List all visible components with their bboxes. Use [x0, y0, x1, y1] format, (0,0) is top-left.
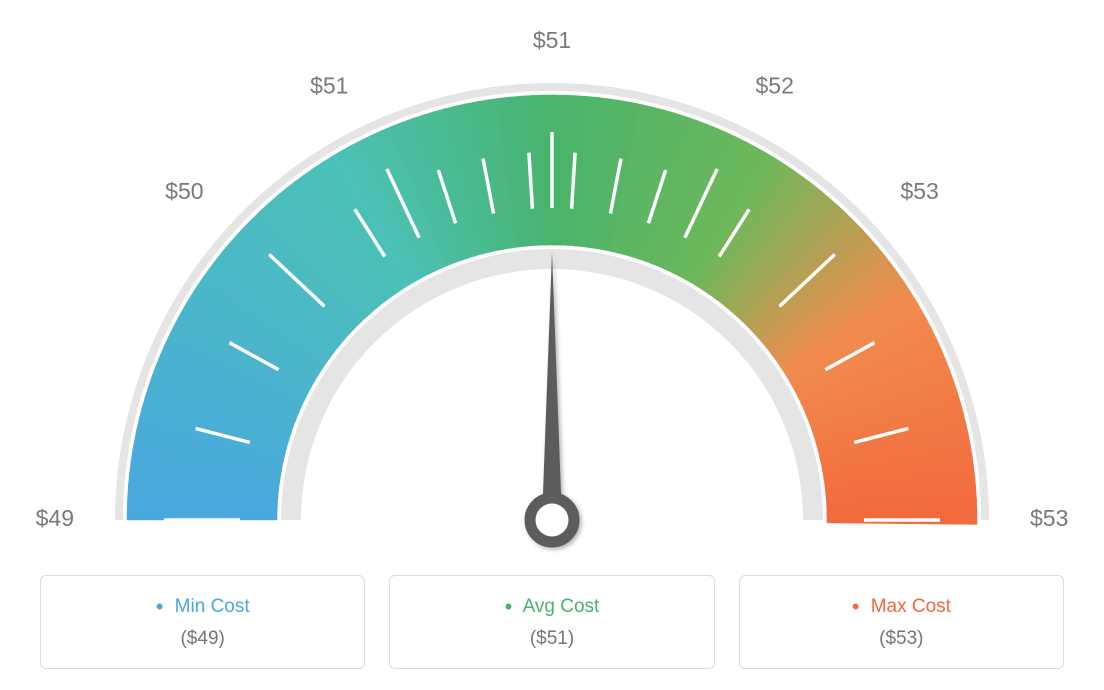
- legend-box-avg: • Avg Cost ($51): [389, 575, 714, 669]
- gauge-needle: [542, 252, 562, 520]
- gauge-tick-label: $52: [756, 73, 794, 99]
- legend-title-avg: • Avg Cost: [390, 594, 713, 620]
- legend-row: • Min Cost ($49) • Avg Cost ($51) • Max …: [0, 575, 1104, 669]
- legend-label: Min Cost: [175, 596, 250, 617]
- gauge-tick-label: $51: [310, 73, 348, 99]
- legend-title-min: • Min Cost: [41, 594, 364, 620]
- gauge-tick-label: $53: [1030, 505, 1068, 531]
- dot-icon: •: [156, 594, 164, 619]
- gauge-tick-label: $51: [533, 27, 571, 53]
- legend-box-min: • Min Cost ($49): [40, 575, 365, 669]
- legend-label: Max Cost: [871, 596, 951, 617]
- gauge-tick-label: $49: [36, 505, 74, 531]
- legend-title-max: • Max Cost: [740, 594, 1063, 620]
- legend-value-min: ($49): [41, 628, 364, 650]
- gauge-hub: [530, 498, 574, 542]
- gauge-tick-label: $50: [165, 178, 203, 204]
- dot-icon: •: [505, 594, 513, 619]
- legend-value-max: ($53): [740, 628, 1063, 650]
- gauge-tick-label: $53: [900, 178, 938, 204]
- gauge-chart: $49 $50 $51 $51 $52 $53 $53: [0, 0, 1104, 555]
- dot-icon: •: [852, 594, 860, 619]
- legend-label: Avg Cost: [523, 596, 600, 617]
- legend-value-avg: ($51): [390, 628, 713, 650]
- legend-box-max: • Max Cost ($53): [739, 575, 1064, 669]
